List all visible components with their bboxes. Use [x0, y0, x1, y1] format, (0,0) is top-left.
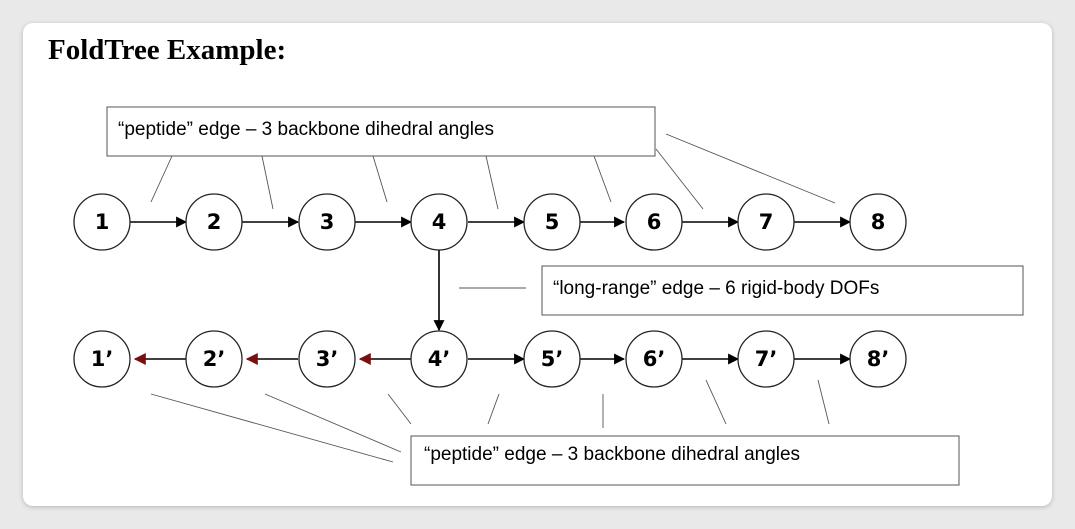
callout-bottom: “peptide” edge – 3 backbone dihedral ang… [410, 435, 960, 486]
residue-label: 5 [545, 210, 560, 234]
top-row-nodes: 1 2 3 4 5 6 7 8 [73, 193, 907, 251]
residue-label: 3 [320, 210, 335, 234]
callout-middle: “long-range” edge – 6 rigid-body DOFs [541, 265, 1024, 316]
residue-label: 7’ [755, 347, 778, 371]
residue-label: 2’ [203, 347, 226, 371]
residue-node: 8’ [849, 330, 907, 388]
leader-line [487, 393, 500, 425]
residue-node: 6’ [625, 330, 683, 388]
residue-node: 4’ [410, 330, 468, 388]
residue-label: 6 [647, 210, 662, 234]
residue-label: 5’ [541, 347, 564, 371]
residue-label: 7 [759, 210, 774, 234]
residue-node: 7’ [737, 330, 795, 388]
residue-node: 8 [849, 193, 907, 251]
residue-node: 1 [73, 193, 131, 251]
callout-bottom-text: “peptide” edge – 3 backbone dihedral ang… [424, 444, 800, 465]
residue-node: 7 [737, 193, 795, 251]
leader-lines [150, 133, 836, 463]
leader-line [261, 155, 274, 210]
residue-label: 4 [432, 210, 447, 234]
residue-label: 1’ [91, 347, 114, 371]
callout-middle-text: “long-range” edge – 6 rigid-body DOFs [553, 278, 879, 299]
residue-node: 3 [298, 193, 356, 251]
residue-node: 1’ [73, 330, 131, 388]
page-title: FoldTree Example: [48, 34, 287, 66]
residue-node: 2 [185, 193, 243, 251]
leader-line [150, 393, 394, 463]
residue-label: 8’ [867, 347, 890, 371]
leader-line [817, 379, 830, 425]
leader-line [485, 155, 499, 210]
bottom-row-nodes: 1’ 2’ 3’ 4’ 5’ 6’ 7’ 8’ [73, 330, 907, 388]
residue-node: 3’ [298, 330, 356, 388]
callout-top: “peptide” edge – 3 backbone dihedral ang… [106, 106, 656, 157]
leader-line [264, 393, 402, 453]
residue-label: 2 [207, 210, 222, 234]
leader-line [372, 155, 388, 203]
leader-line [655, 148, 704, 210]
residue-label: 1 [95, 210, 110, 234]
leader-line [387, 393, 412, 425]
residue-node: 5’ [523, 330, 581, 388]
residue-label: 6’ [643, 347, 666, 371]
residue-node: 5 [523, 193, 581, 251]
residue-node: 4 [410, 193, 468, 251]
residue-label: 3’ [316, 347, 339, 371]
leader-line [665, 133, 836, 204]
residue-node: 2’ [185, 330, 243, 388]
residue-node: 6 [625, 193, 683, 251]
leader-line [150, 155, 173, 203]
diagram-card [23, 23, 1052, 506]
callout-top-text: “peptide” edge – 3 backbone dihedral ang… [118, 119, 494, 140]
leader-line [705, 379, 727, 425]
residue-label: 4’ [428, 347, 451, 371]
residue-label: 8 [871, 210, 886, 234]
leader-line [593, 155, 612, 203]
